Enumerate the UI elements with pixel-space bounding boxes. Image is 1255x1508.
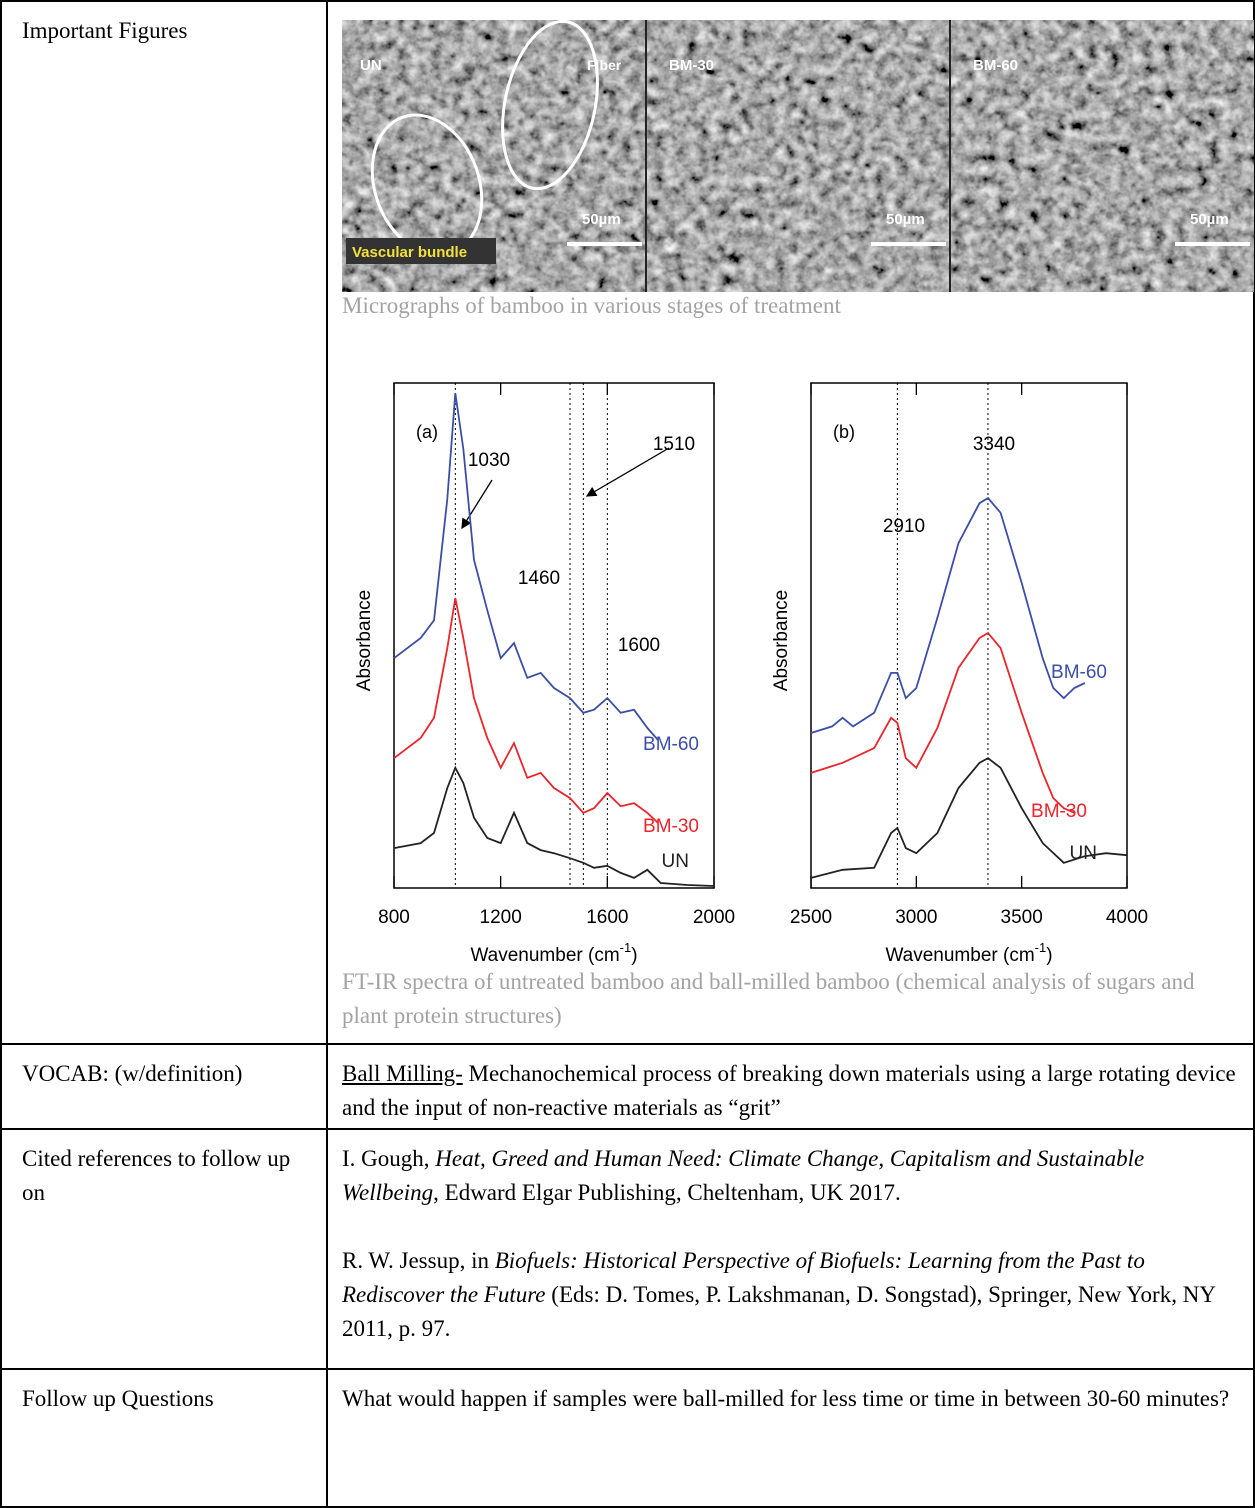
series-label: UN bbox=[662, 851, 689, 872]
row-heading: Important Figures bbox=[0, 2, 328, 1045]
x-tick-label: 2000 bbox=[693, 907, 735, 928]
peak-label: 1600 bbox=[618, 635, 660, 656]
peak-label: 1030 bbox=[468, 450, 510, 471]
question-cell: What would happen if samples were ball-m… bbox=[328, 1370, 1255, 1508]
peak-label: 3340 bbox=[973, 434, 1015, 455]
scale-bar bbox=[1175, 242, 1250, 246]
panel-name: UN bbox=[360, 57, 382, 74]
plot-frame bbox=[394, 383, 714, 888]
references-cell: I. Gough, Heat, Greed and Human Need: Cl… bbox=[328, 1130, 1255, 1370]
image-label: Fiber bbox=[587, 57, 622, 73]
y-axis-label: Absorbance bbox=[771, 590, 792, 691]
definition: Mechanochemical process of breaking down… bbox=[342, 1061, 1236, 1120]
reference: R. W. Jessup, in Biofuels: Historical Pe… bbox=[342, 1244, 1239, 1346]
figures-cell: UN 50µm BM-30 50µm BM-60 50µm Fiber Vascular bu… bbox=[328, 2, 1255, 1045]
notes-table: Important Figures UN 50µm BM-30 50µm BM-60 50… bbox=[0, 0, 1255, 1508]
ftir-figure: 800 1200 1600 2000 1030 1460 1510 1600 (a) Absorb… bbox=[342, 358, 1242, 968]
x-tick-label: 3000 bbox=[895, 907, 937, 928]
x-tick-label: 1200 bbox=[480, 907, 522, 928]
panel-label: (b) bbox=[833, 422, 855, 442]
reference: I. Gough, Heat, Greed and Human Need: Cl… bbox=[342, 1142, 1239, 1210]
ref-text: I. Gough, bbox=[342, 1146, 435, 1171]
peak-arrow bbox=[587, 448, 669, 496]
x-axis-label-text: Wavenumber (cm bbox=[885, 945, 1034, 966]
x-tick-label: 3500 bbox=[1001, 907, 1043, 928]
panel-label: (a) bbox=[416, 422, 438, 442]
x-tick-label: 1600 bbox=[586, 907, 628, 928]
x-tick-label: 2500 bbox=[790, 907, 832, 928]
x-axis-label: Wavenumber (cm-1) bbox=[885, 940, 1052, 966]
scale-bar bbox=[871, 242, 946, 246]
scale-label: 50µm bbox=[582, 211, 621, 228]
figure-caption: Micrographs of bamboo in various stages … bbox=[342, 289, 841, 323]
scale-label: 50µm bbox=[886, 211, 925, 228]
scale-label: 50µm bbox=[1190, 211, 1229, 228]
peak-label: 1460 bbox=[518, 568, 560, 589]
panel-name: BM-30 bbox=[669, 57, 714, 74]
spectrum-line bbox=[394, 393, 658, 740]
series-label: BM-30 bbox=[1031, 801, 1087, 822]
series-label: BM-60 bbox=[1051, 662, 1107, 683]
x-tick-label: 4000 bbox=[1106, 907, 1148, 928]
series-label: BM-60 bbox=[643, 734, 699, 755]
x-axis-label: Wavenumber (cm-1) bbox=[470, 940, 637, 966]
scale-bar bbox=[567, 242, 642, 246]
image-label: Vascular bundle bbox=[352, 244, 467, 261]
document: Important Figures UN 50µm BM-30 50µm BM-60 50… bbox=[0, 0, 1255, 1508]
x-axis-label-sup: -1 bbox=[1035, 940, 1047, 955]
ref-text: , Edward Elgar Publishing, Cheltenham, U… bbox=[433, 1180, 901, 1205]
x-axis-label-sup: -1 bbox=[620, 940, 632, 955]
row-heading: Follow up Questions bbox=[0, 1370, 328, 1508]
panel-name: BM-60 bbox=[973, 57, 1018, 74]
row-heading: Cited references to follow up on bbox=[0, 1130, 328, 1370]
series-label: BM-30 bbox=[643, 816, 699, 837]
micrograph: UN 50µm BM-30 50µm BM-60 50µm Fiber Vascular bu… bbox=[342, 20, 1254, 292]
series-label: UN bbox=[1070, 843, 1097, 864]
y-axis-label: Absorbance bbox=[354, 590, 375, 691]
peak-label: 1510 bbox=[653, 434, 695, 455]
term: Ball Milling- bbox=[342, 1061, 463, 1086]
x-axis-label-end: ) bbox=[1046, 945, 1052, 966]
x-axis-label-text: Wavenumber (cm bbox=[470, 945, 619, 966]
figure-caption: FT-IR spectra of untreated bamboo and ba… bbox=[342, 965, 1222, 1033]
x-tick-label: 800 bbox=[378, 907, 410, 928]
row-heading: VOCAB: (w/definition) bbox=[0, 1045, 328, 1130]
spectrum-line bbox=[811, 633, 1074, 813]
x-axis-label-end: ) bbox=[631, 945, 637, 966]
ref-text: R. W. Jessup, in bbox=[342, 1248, 495, 1273]
peak-label: 2910 bbox=[883, 516, 925, 537]
vocab-cell: Ball Milling- Mechanochemical process of… bbox=[328, 1045, 1255, 1130]
